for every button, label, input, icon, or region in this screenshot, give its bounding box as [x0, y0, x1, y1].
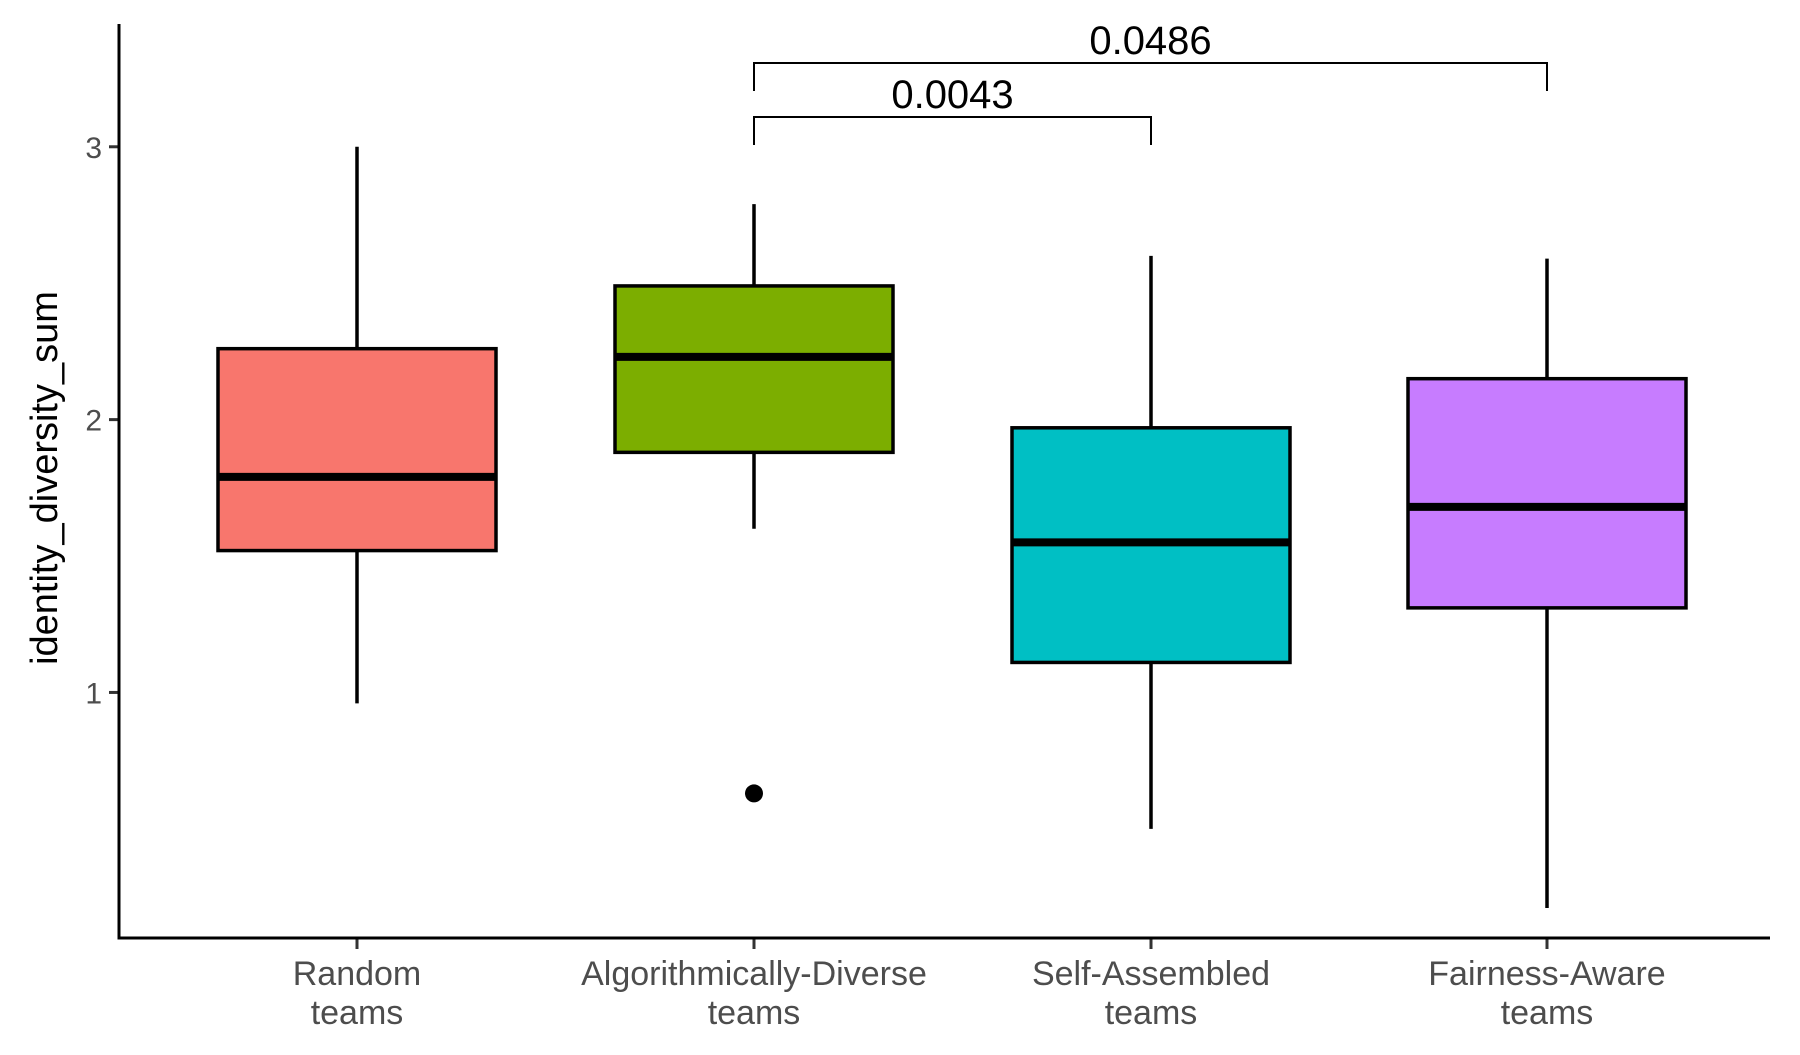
x-tick-label-line1: Algorithmically-Diverse — [581, 955, 927, 993]
outlier-point — [745, 784, 763, 803]
y-tick-label: 1 — [85, 677, 102, 710]
significance-bracket — [753, 62, 1548, 91]
x-tick-label-line2: teams — [1105, 994, 1198, 1032]
y-tick-label: 2 — [85, 405, 102, 438]
plot-area: 123RandomteamsAlgorithmically-Diversetea… — [85, 19, 1688, 1032]
x-tick-label-line1: Fairness-Aware — [1428, 955, 1665, 993]
y-tick-label: 3 — [85, 132, 102, 165]
x-tick-label-line2: teams — [708, 994, 801, 1032]
y-axis-title: identity_diversity_sum — [24, 291, 66, 665]
x-tick-label-line2: teams — [311, 994, 404, 1032]
x-tick-label-line1: Random — [293, 955, 422, 993]
box-iqr — [216, 346, 498, 553]
box-iqr — [613, 284, 895, 455]
box-iqr — [1406, 376, 1688, 610]
x-tick-label-line2: teams — [1501, 994, 1594, 1032]
significance-bracket — [753, 116, 1152, 145]
x-tick-label-line1: Self-Assembled — [1032, 955, 1270, 993]
p-value-label: 0.0486 — [1089, 19, 1211, 63]
p-value-label: 0.0043 — [891, 73, 1013, 117]
